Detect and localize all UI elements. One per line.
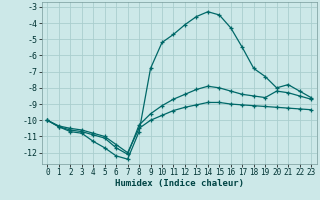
X-axis label: Humidex (Indice chaleur): Humidex (Indice chaleur): [115, 179, 244, 188]
